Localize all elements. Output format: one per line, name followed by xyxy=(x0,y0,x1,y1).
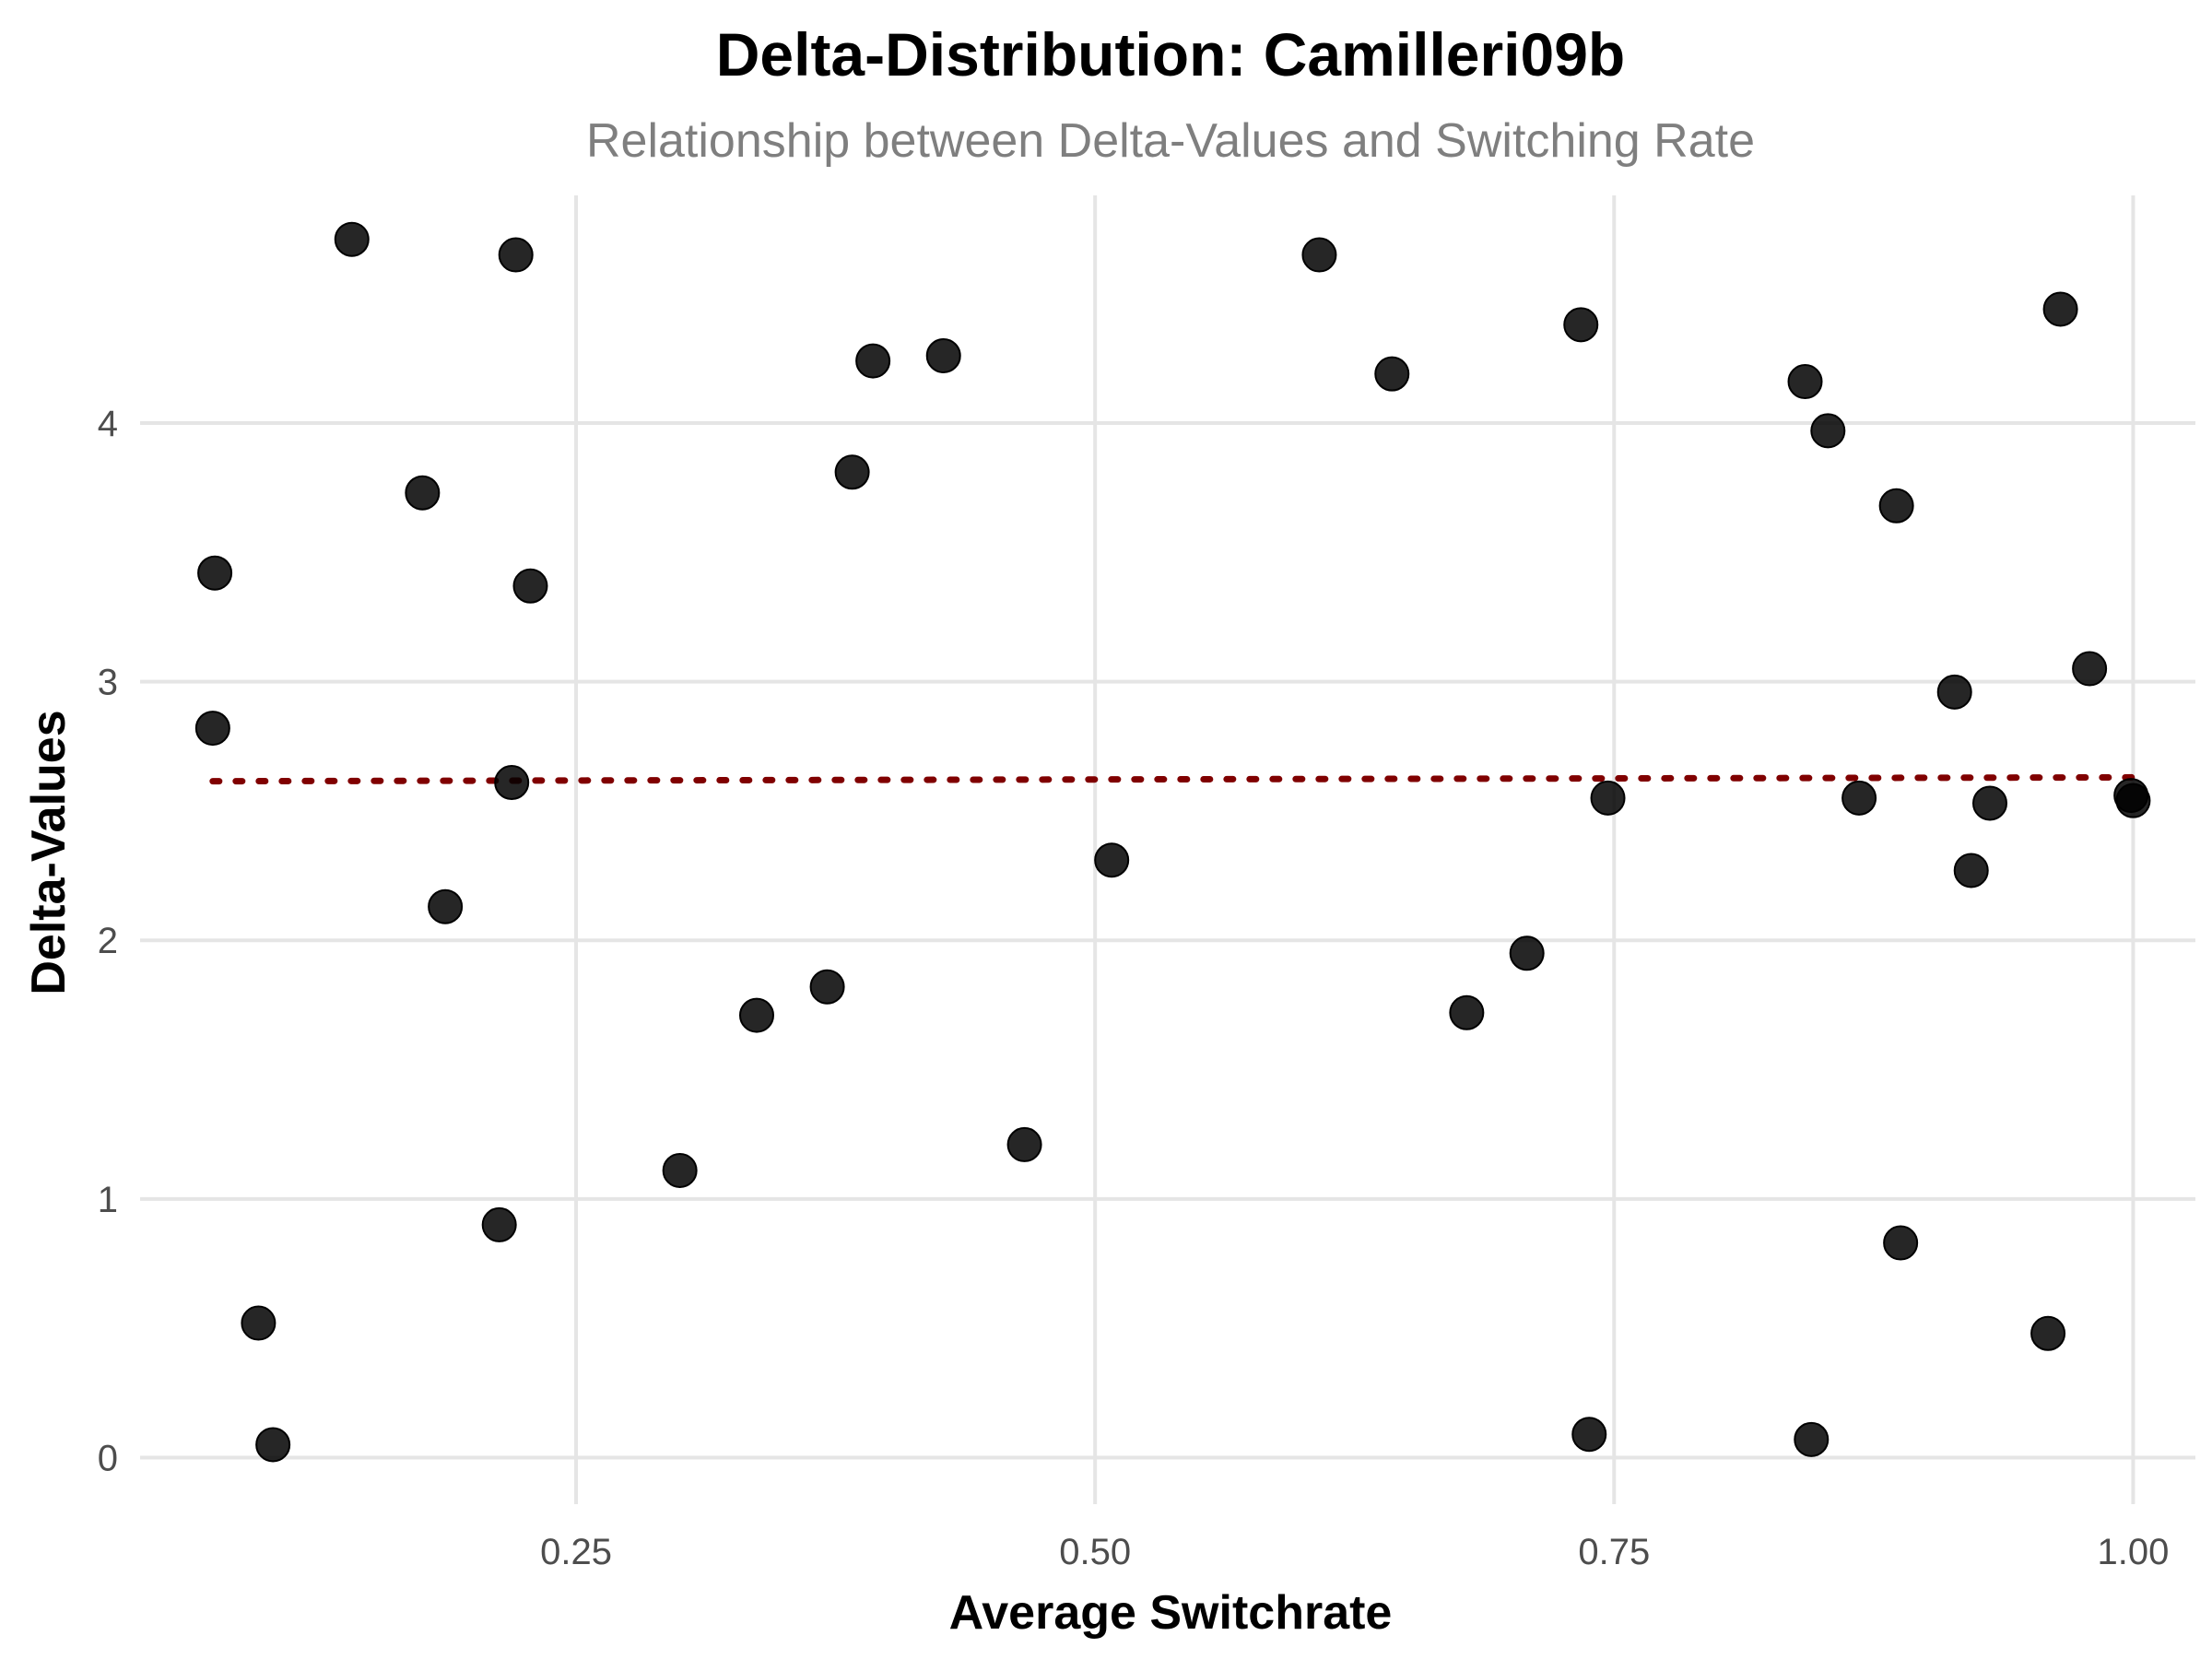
data-point-8 xyxy=(494,765,530,801)
data-point-5 xyxy=(405,475,441,511)
y-axis-label: Delta-Values xyxy=(22,710,76,994)
data-point-13 xyxy=(809,969,845,1005)
data-point-21 xyxy=(1449,994,1485,1030)
data-points xyxy=(194,221,2151,1463)
x-axis-label: Average Switchrate xyxy=(949,1586,1393,1640)
data-point-10 xyxy=(512,568,548,604)
x-tick-label: 0.50 xyxy=(1059,1532,1131,1572)
data-point-19 xyxy=(1301,237,1337,273)
data-point-9 xyxy=(498,237,534,273)
data-point-20 xyxy=(1374,356,1410,392)
data-point-15 xyxy=(855,343,891,379)
y-tick-label: 0 xyxy=(98,1438,118,1478)
data-point-4 xyxy=(334,221,370,257)
y-tick-label: 4 xyxy=(98,404,118,444)
data-point-12 xyxy=(739,997,774,1033)
y-axis-ticks: 0 1 2 3 4 xyxy=(98,404,118,1479)
data-point-26 xyxy=(1787,364,1823,400)
data-point-6 xyxy=(428,888,464,924)
x-axis-ticks: 0.25 0.50 0.75 1.00 xyxy=(540,1532,2169,1572)
data-point-36 xyxy=(2042,291,2078,327)
data-point-29 xyxy=(1841,780,1877,816)
trend-line-group xyxy=(209,773,2136,785)
x-tick-label: 1.00 xyxy=(2097,1532,2169,1572)
data-point-17 xyxy=(1006,1126,1042,1162)
data-point-27 xyxy=(1794,1421,1830,1457)
data-point-7 xyxy=(481,1206,517,1242)
data-point-25 xyxy=(1590,780,1626,816)
data-point-34 xyxy=(1972,785,2007,821)
data-point-28 xyxy=(1810,413,1846,449)
data-point-33 xyxy=(1953,853,1989,888)
grid-lines xyxy=(140,195,2195,1504)
y-tick-label: 1 xyxy=(98,1180,118,1220)
y-tick-label: 2 xyxy=(98,921,118,961)
data-point-39 xyxy=(2115,782,2151,818)
data-point-0 xyxy=(194,711,230,747)
y-tick-label: 3 xyxy=(98,663,118,703)
chart-title: Delta-Distribution: Camilleri09b xyxy=(716,20,1626,88)
data-point-16 xyxy=(925,337,961,373)
data-point-2 xyxy=(241,1305,276,1341)
data-point-24 xyxy=(1571,1417,1607,1453)
data-point-37 xyxy=(2072,651,2108,687)
data-point-35 xyxy=(2030,1315,2066,1351)
x-tick-label: 0.25 xyxy=(540,1532,612,1572)
x-tick-label: 0.75 xyxy=(1578,1532,1650,1572)
data-point-22 xyxy=(1509,935,1545,971)
data-point-30 xyxy=(1878,488,1914,524)
trend-line xyxy=(209,773,2136,785)
data-point-32 xyxy=(1936,674,1972,710)
data-point-11 xyxy=(662,1152,698,1188)
data-point-31 xyxy=(1883,1225,1919,1261)
chart-subtitle: Relationship between Delta-Values and Sw… xyxy=(586,114,1755,168)
data-point-23 xyxy=(1563,307,1599,343)
data-point-1 xyxy=(197,555,233,591)
data-point-18 xyxy=(1094,842,1130,878)
data-point-3 xyxy=(255,1427,291,1463)
data-point-14 xyxy=(834,454,870,490)
